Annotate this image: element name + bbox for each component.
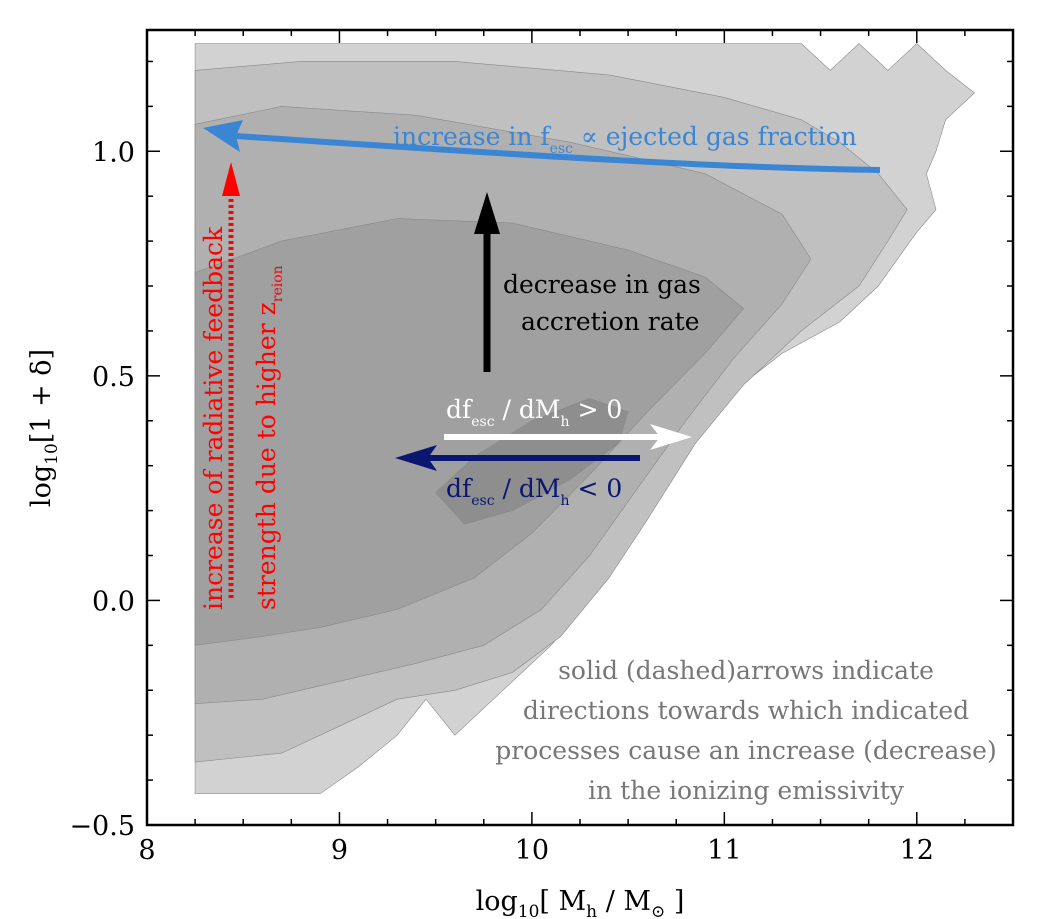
y-tick-label: 1.0 [92, 137, 135, 168]
esc-gas-arrow [203, 120, 881, 173]
y-axis-title: log10[1 + δ] [26, 349, 62, 507]
feedback-arrow [222, 162, 240, 598]
explanation-note: solid (dashed)arrows indicate directions… [495, 656, 996, 805]
esc-gas-label: increase in fesc ∝ ejected gas fraction [393, 122, 857, 157]
feedback-label-line1: increase of radiative feedback [199, 226, 228, 610]
note-line-1: solid (dashed)arrows indicate [558, 656, 934, 685]
accretion-label-line1: decrease in gas [503, 270, 701, 299]
y-tick-label: 0.0 [92, 586, 135, 617]
accretion-label-line2: accretion rate [521, 307, 700, 336]
x-tick-label: 10 [515, 835, 549, 866]
x-tick-label: 11 [707, 835, 741, 866]
note-line-2: directions towards which indicated [523, 696, 969, 725]
feedback-label-line2: strength due to higher zreion [252, 265, 286, 610]
note-line-4: in the ionizing emissivity [588, 776, 905, 805]
x-tick-label: 8 [138, 835, 155, 866]
positive-derivative-label: dfesc / dMh > 0 [446, 395, 622, 430]
negative-derivative-label: dfesc / dMh < 0 [446, 474, 622, 509]
negative-derivative-arrow [395, 445, 640, 471]
x-tick-label: 12 [900, 835, 934, 866]
note-line-3: processes cause an increase (decrease) [495, 736, 996, 765]
accretion-arrow [474, 192, 500, 372]
contour-fill-group [194, 43, 975, 794]
x-axis-title: log10[ Mh / M⊙ ] [476, 886, 685, 919]
positive-derivative-arrow [444, 424, 692, 450]
y-tick-label: −0.5 [69, 811, 135, 842]
y-tick-label: 0.5 [92, 362, 135, 393]
x-tick-label: 9 [331, 835, 348, 866]
tick-group: 8 9 10 11 12 −0.5 0.0 0.5 1.0 [69, 30, 1014, 866]
contour-level-4 [194, 218, 745, 646]
